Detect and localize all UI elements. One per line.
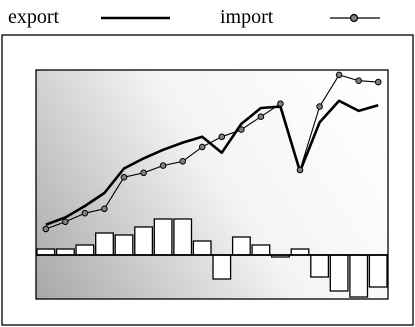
bar-18 (368, 254, 388, 288)
bar-11 (231, 236, 251, 256)
import-point-5 (120, 173, 128, 181)
import-point-4 (101, 205, 108, 213)
bar-17 (349, 254, 369, 298)
bar-7 (153, 218, 173, 256)
import-point-15 (316, 103, 323, 110)
bar-8 (173, 218, 193, 256)
bar-12 (251, 244, 271, 256)
line-series-export (45, 99, 379, 226)
plot-area (35, 69, 389, 300)
import-point-7 (159, 162, 167, 169)
legend-label-export: export (8, 6, 60, 28)
import-point-16 (335, 71, 343, 79)
import-markers (42, 71, 382, 233)
legend: export import (8, 6, 380, 28)
import-point-17 (355, 77, 363, 84)
bar-5 (114, 234, 134, 256)
legend-marker-import (349, 13, 359, 23)
bar-series-balance (36, 218, 388, 298)
import-point-9 (198, 143, 206, 151)
import-point-3 (81, 209, 89, 217)
line-series-group (45, 74, 379, 230)
bar-15 (310, 254, 330, 278)
line-series-import (45, 74, 379, 230)
bar-6 (134, 226, 154, 256)
import-point-6 (140, 169, 147, 177)
import-point-11 (238, 126, 245, 133)
bar-10 (212, 254, 232, 280)
import-point-14 (296, 166, 304, 174)
import-point-12 (257, 113, 265, 120)
bar-16 (329, 254, 349, 292)
import-point-8 (179, 158, 186, 165)
bar-3 (75, 244, 95, 256)
import-point-10 (218, 133, 226, 141)
import-point-18 (374, 78, 382, 86)
import-point-2 (62, 218, 69, 226)
import-point-1 (42, 225, 50, 233)
import-point-13 (277, 100, 284, 107)
bar-9 (192, 240, 212, 256)
bar-4 (95, 232, 114, 256)
legend-label-import: import (220, 6, 274, 28)
